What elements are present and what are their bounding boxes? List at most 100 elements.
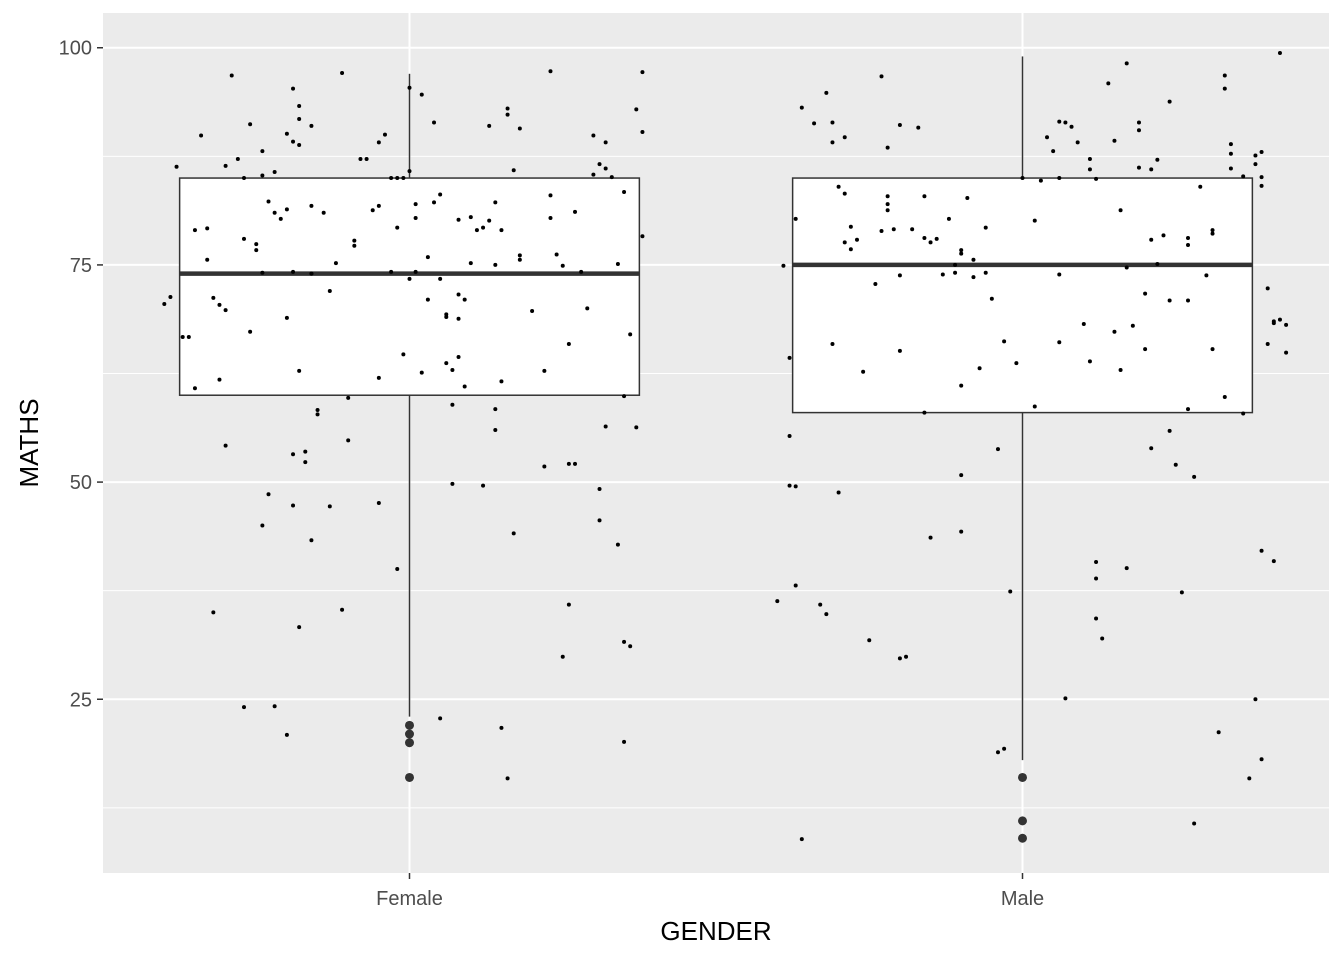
data-point <box>1228 151 1233 156</box>
data-point <box>1284 322 1289 327</box>
data-point <box>272 210 277 215</box>
data-point <box>591 133 596 138</box>
data-point <box>597 162 602 167</box>
box-male <box>791 56 1254 843</box>
data-point <box>897 123 902 128</box>
data-point <box>223 308 228 313</box>
data-point <box>799 837 804 842</box>
data-point <box>340 70 345 75</box>
data-point <box>977 366 982 371</box>
data-point <box>395 566 400 571</box>
data-point <box>481 483 486 488</box>
y-tick-label: 75 <box>70 255 92 277</box>
data-point <box>1259 175 1264 180</box>
data-point <box>946 216 951 221</box>
data-point <box>407 276 412 281</box>
data-point <box>376 203 381 208</box>
data-point <box>1259 548 1264 553</box>
data-point <box>965 196 970 201</box>
data-point <box>793 583 798 588</box>
data-point <box>542 368 547 373</box>
outlier-point <box>405 729 414 739</box>
data-point <box>468 261 473 266</box>
data-point <box>634 107 639 112</box>
data-point <box>444 361 449 366</box>
outlier-point <box>1018 772 1027 782</box>
data-point <box>548 69 553 74</box>
data-point <box>1136 165 1141 170</box>
data-point <box>462 297 467 302</box>
data-point <box>284 131 289 136</box>
data-point <box>640 234 645 239</box>
data-point <box>1124 61 1129 66</box>
data-point <box>487 218 492 223</box>
data-point <box>1284 350 1289 355</box>
data-point <box>1192 474 1197 479</box>
data-point <box>1186 407 1191 412</box>
data-point <box>211 610 216 615</box>
data-point <box>346 395 351 400</box>
plot-panel <box>103 13 1329 873</box>
data-point <box>517 257 522 262</box>
data-point <box>603 140 608 145</box>
data-point <box>989 296 994 301</box>
data-point <box>634 425 639 430</box>
data-point <box>861 369 866 374</box>
data-point <box>1143 291 1148 296</box>
data-point <box>297 103 302 108</box>
data-point <box>217 377 222 382</box>
data-point <box>493 200 498 205</box>
data-point <box>579 269 584 274</box>
boxes <box>178 56 1254 843</box>
data-point <box>615 542 620 547</box>
data-point <box>916 125 921 130</box>
data-point <box>953 270 958 275</box>
data-point <box>1253 162 1258 167</box>
data-point <box>885 194 890 199</box>
data-point <box>1210 231 1215 236</box>
data-point <box>971 257 976 262</box>
data-point <box>462 384 467 389</box>
data-point <box>419 370 424 375</box>
data-point <box>1106 81 1111 86</box>
data-point <box>444 312 449 317</box>
data-point <box>879 74 884 79</box>
data-point <box>260 523 265 528</box>
data-point <box>640 130 645 135</box>
data-point <box>897 656 902 661</box>
data-point <box>413 216 418 221</box>
data-point <box>1277 50 1282 55</box>
data-point <box>278 216 283 221</box>
data-point <box>315 407 320 412</box>
data-point <box>309 203 314 208</box>
data-point <box>499 725 504 730</box>
data-point <box>1155 262 1160 267</box>
data-point <box>1032 218 1037 223</box>
data-point <box>248 122 253 127</box>
data-point <box>818 602 823 607</box>
data-point <box>542 464 547 469</box>
data-point <box>241 176 246 181</box>
data-point <box>1118 208 1123 213</box>
data-point <box>1259 183 1264 188</box>
data-point <box>309 123 314 128</box>
data-point <box>640 70 645 75</box>
data-point <box>1247 776 1252 781</box>
data-point <box>205 226 210 231</box>
data-point <box>959 473 964 478</box>
data-point <box>291 503 296 508</box>
data-point <box>493 407 498 412</box>
data-point <box>842 191 847 196</box>
data-point <box>382 132 387 137</box>
data-point <box>885 145 890 150</box>
data-point <box>1087 359 1092 364</box>
data-point <box>456 217 461 222</box>
data-point <box>1075 140 1080 145</box>
x-tick-label: Male <box>1001 888 1044 910</box>
data-point <box>995 447 1000 452</box>
data-point <box>910 227 915 232</box>
outlier-point <box>1018 816 1027 826</box>
data-point <box>1149 446 1154 451</box>
data-point <box>1002 339 1007 344</box>
outlier-point <box>405 720 414 730</box>
